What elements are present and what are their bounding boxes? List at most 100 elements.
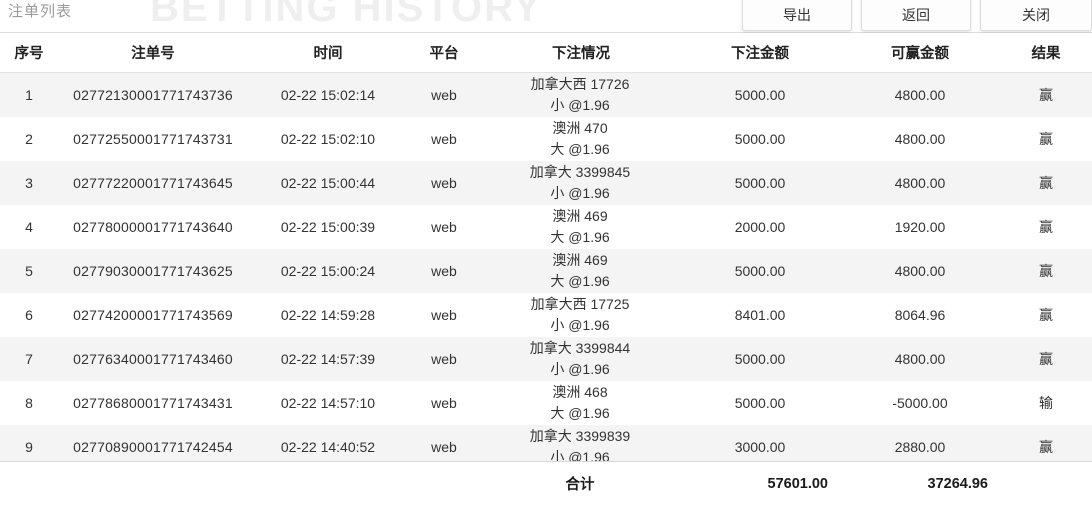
cell-bet-detail: 加拿大西 17726 小 @1.96 <box>480 72 680 117</box>
cell-bet-detail: 澳洲 469 大 @1.96 <box>480 249 680 293</box>
cell-stake: 5000.00 <box>680 161 840 205</box>
cell-bet-detail: 加拿大 3399845 小 @1.96 <box>480 161 680 205</box>
cell-payout: 1920.00 <box>840 205 1000 249</box>
cell-bet-id: 02776340001771743460 <box>58 337 248 381</box>
watermark-text: BETTING HISTORY <box>150 0 543 30</box>
table-row[interactable]: 7 02776340001771743460 02-22 14:57:39 we… <box>0 337 1092 381</box>
total-spacer-bet-id <box>58 462 248 505</box>
cell-payout: -5000.00 <box>840 381 1000 425</box>
cell-index: 2 <box>0 117 58 161</box>
bet-detail-line2: 小 @1.96 <box>550 449 610 461</box>
total-spacer-time <box>248 462 408 505</box>
cell-bet-id: 02779030001771743625 <box>58 249 248 293</box>
cell-payout: 4800.00 <box>840 249 1000 293</box>
bet-detail-line1: 澳洲 468 <box>552 384 608 400</box>
window-header: 注单列表 BETTING HISTORY 导出 返回 关闭 <box>0 0 1092 33</box>
cell-result: 赢 <box>1000 337 1092 381</box>
cell-bet-detail: 澳洲 470 大 @1.96 <box>480 117 680 161</box>
cell-bet-id: 02777220001771743645 <box>58 161 248 205</box>
cell-platform: web <box>408 161 480 205</box>
cell-bet-id: 02772130001771743736 <box>58 72 248 117</box>
table-row[interactable]: 2 02772550001771743731 02-22 15:02:10 we… <box>0 117 1092 161</box>
total-spacer-index <box>0 462 58 505</box>
column-header-result[interactable]: 结果 <box>1000 33 1092 73</box>
cell-stake: 3000.00 <box>680 425 840 461</box>
bet-detail-line1: 加拿大西 17726 <box>530 76 630 92</box>
bet-detail-line2: 大 @1.96 <box>550 405 610 421</box>
cell-bet-id: 02772550001771743731 <box>58 117 248 161</box>
cell-platform: web <box>408 205 480 249</box>
cell-platform: web <box>408 293 480 337</box>
cell-time: 02-22 14:59:28 <box>248 293 408 337</box>
bet-detail-line2: 小 @1.96 <box>550 317 610 333</box>
cell-index: 6 <box>0 293 58 337</box>
table-row[interactable]: 9 02770890001771742454 02-22 14:40:52 we… <box>0 425 1092 461</box>
table-footer-total: 合计 57601.00 37264.96 <box>0 461 1092 506</box>
bet-detail-line2: 大 @1.96 <box>550 141 610 157</box>
cell-bet-detail: 澳洲 469 大 @1.96 <box>480 205 680 249</box>
export-button[interactable]: 导出 <box>742 0 852 31</box>
cell-time: 02-22 14:40:52 <box>248 425 408 461</box>
cell-time: 02-22 14:57:39 <box>248 337 408 381</box>
cell-bet-id: 02774200001771743569 <box>58 293 248 337</box>
table-row[interactable]: 6 02774200001771743569 02-22 14:59:28 we… <box>0 293 1092 337</box>
bet-detail-line2: 大 @1.96 <box>550 273 610 289</box>
table-row[interactable]: 8 02778680001771743431 02-22 14:57:10 we… <box>0 381 1092 425</box>
bet-detail-line1: 加拿大 3399839 <box>529 428 631 444</box>
header-button-group: 导出 返回 关闭 <box>742 0 1092 31</box>
cell-result: 赢 <box>1000 205 1092 249</box>
cell-bet-detail: 加拿大西 17725 小 @1.96 <box>480 293 680 337</box>
cell-time: 02-22 15:00:24 <box>248 249 408 293</box>
table-header: 序号 注单号 时间 平台 下注情况 下注金额 可赢金额 结果 <box>0 33 1092 73</box>
total-payout: 37264.96 <box>927 475 988 492</box>
bet-list-table: 序号 注单号 时间 平台 下注情况 下注金额 可赢金额 结果 1 0277213… <box>0 33 1092 461</box>
column-header-bet-detail[interactable]: 下注情况 <box>480 33 680 73</box>
cell-bet-detail: 加拿大 3399844 小 @1.96 <box>480 337 680 381</box>
column-header-stake[interactable]: 下注金额 <box>680 33 840 73</box>
cell-payout: 4800.00 <box>840 72 1000 117</box>
cell-result: 赢 <box>1000 425 1092 461</box>
bet-detail-line2: 小 @1.96 <box>550 361 610 377</box>
cell-platform: web <box>408 72 480 117</box>
bet-detail-line2: 小 @1.96 <box>550 185 610 201</box>
cell-time: 02-22 15:02:14 <box>248 72 408 117</box>
cell-index: 5 <box>0 249 58 293</box>
column-header-bet-id[interactable]: 注单号 <box>58 33 248 73</box>
table-row[interactable]: 4 02778000001771743640 02-22 15:00:39 we… <box>0 205 1092 249</box>
page-title: 注单列表 <box>8 3 73 20</box>
cell-payout: 4800.00 <box>840 161 1000 205</box>
close-button[interactable]: 关闭 <box>980 0 1092 31</box>
cell-result: 赢 <box>1000 117 1092 161</box>
cell-stake: 8401.00 <box>680 293 840 337</box>
back-button[interactable]: 返回 <box>861 0 971 31</box>
column-header-payout[interactable]: 可赢金额 <box>840 33 1000 73</box>
cell-result: 赢 <box>1000 249 1092 293</box>
cell-payout: 4800.00 <box>840 117 1000 161</box>
table-row[interactable]: 3 02777220001771743645 02-22 15:00:44 we… <box>0 161 1092 205</box>
cell-payout: 4800.00 <box>840 337 1000 381</box>
bet-detail-line1: 加拿大西 17725 <box>530 296 630 312</box>
cell-stake: 5000.00 <box>680 249 840 293</box>
cell-time: 02-22 15:00:39 <box>248 205 408 249</box>
cell-result: 输 <box>1000 381 1092 425</box>
table-row[interactable]: 1 02772130001771743736 02-22 15:02:14 we… <box>0 72 1092 117</box>
cell-platform: web <box>408 425 480 461</box>
column-header-time[interactable]: 时间 <box>248 33 408 73</box>
cell-payout: 2880.00 <box>840 425 1000 461</box>
cell-time: 02-22 15:02:10 <box>248 117 408 161</box>
cell-bet-detail: 加拿大 3399839 小 @1.96 <box>480 425 680 461</box>
table-row[interactable]: 5 02779030001771743625 02-22 15:00:24 we… <box>0 249 1092 293</box>
column-header-platform[interactable]: 平台 <box>408 33 480 73</box>
cell-index: 4 <box>0 205 58 249</box>
column-header-index[interactable]: 序号 <box>0 33 58 73</box>
cell-stake: 5000.00 <box>680 381 840 425</box>
cell-index: 1 <box>0 72 58 117</box>
cell-bet-detail: 澳洲 468 大 @1.96 <box>480 381 680 425</box>
table-body: 1 02772130001771743736 02-22 15:02:14 we… <box>0 72 1092 461</box>
cell-stake: 2000.00 <box>680 205 840 249</box>
bet-list-table-scroll[interactable]: 序号 注单号 时间 平台 下注情况 下注金额 可赢金额 结果 1 0277213… <box>0 33 1092 461</box>
cell-payout: 8064.96 <box>840 293 1000 337</box>
cell-index: 3 <box>0 161 58 205</box>
total-table: 合计 57601.00 37264.96 <box>0 462 1092 505</box>
total-spacer-result <box>1000 462 1092 505</box>
